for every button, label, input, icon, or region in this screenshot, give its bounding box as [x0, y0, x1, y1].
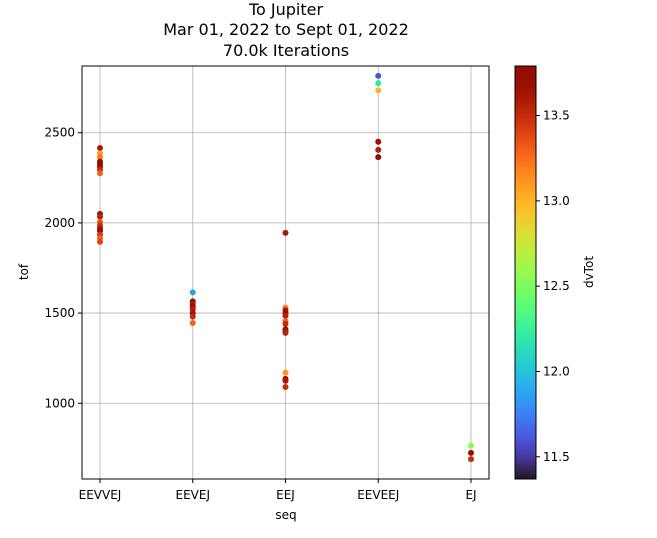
chart-title-line-3: 70.0k Iterations — [223, 41, 349, 60]
data-point — [375, 146, 382, 153]
data-point — [375, 154, 382, 161]
colorbar-ticks: 11.5 12.0 12.5 13.0 13.5 — [536, 108, 570, 464]
x-tick-label: EEVEEJ — [357, 488, 399, 502]
colorbar-tick-label: 13.0 — [543, 194, 570, 208]
colorbar-tick-label: 13.5 — [543, 108, 570, 122]
data-point — [282, 377, 289, 384]
data-point — [282, 229, 289, 236]
colorbar-label: dvTot — [582, 256, 596, 288]
scatter-points — [97, 72, 474, 463]
data-point — [97, 170, 103, 177]
y-tick-label: 2000 — [44, 216, 75, 230]
y-axis-label: tof — [17, 263, 31, 280]
data-point — [97, 154, 103, 161]
x-tick-label: EJ — [465, 488, 476, 502]
data-point — [97, 238, 103, 245]
colorbar — [514, 65, 537, 480]
colorbar-tick-label: 12.0 — [543, 364, 570, 378]
x-tick-label: EEVEJ — [176, 488, 211, 502]
data-point — [189, 319, 196, 326]
data-point — [97, 213, 103, 220]
data-point — [375, 87, 382, 94]
x-tick-label: EEVVEJ — [79, 488, 122, 502]
data-point — [468, 449, 474, 456]
data-point — [375, 80, 382, 87]
data-point — [282, 384, 289, 391]
data-point — [282, 320, 289, 327]
chart-title-line-1: To Jupiter — [248, 0, 324, 19]
data-point — [375, 72, 382, 79]
data-point — [282, 329, 289, 336]
y-tick-label: 1000 — [44, 396, 75, 410]
data-point — [189, 289, 196, 296]
x-axis-label: seq — [275, 508, 296, 522]
data-point — [282, 312, 289, 319]
data-point — [468, 456, 474, 463]
data-point — [282, 369, 289, 376]
data-point — [189, 313, 196, 320]
chart-title-line-2: Mar 01, 2022 to Sept 01, 2022 — [163, 20, 409, 39]
colorbar-tick-label: 11.5 — [543, 450, 570, 464]
y-axis-ticks: 1000 1500 2000 2500 — [44, 126, 82, 410]
x-tick-label: EEJ — [276, 488, 295, 502]
data-point — [468, 442, 474, 449]
data-point — [375, 138, 382, 145]
y-tick-label: 2500 — [44, 126, 75, 140]
x-axis-ticks: EEVVEJ EEVEJ EEJ EEVEEJ EJ — [79, 479, 477, 502]
colorbar-tick-label: 12.5 — [543, 279, 570, 293]
grid-lines — [82, 66, 489, 479]
y-tick-label: 1500 — [44, 306, 75, 320]
data-point — [97, 145, 103, 152]
